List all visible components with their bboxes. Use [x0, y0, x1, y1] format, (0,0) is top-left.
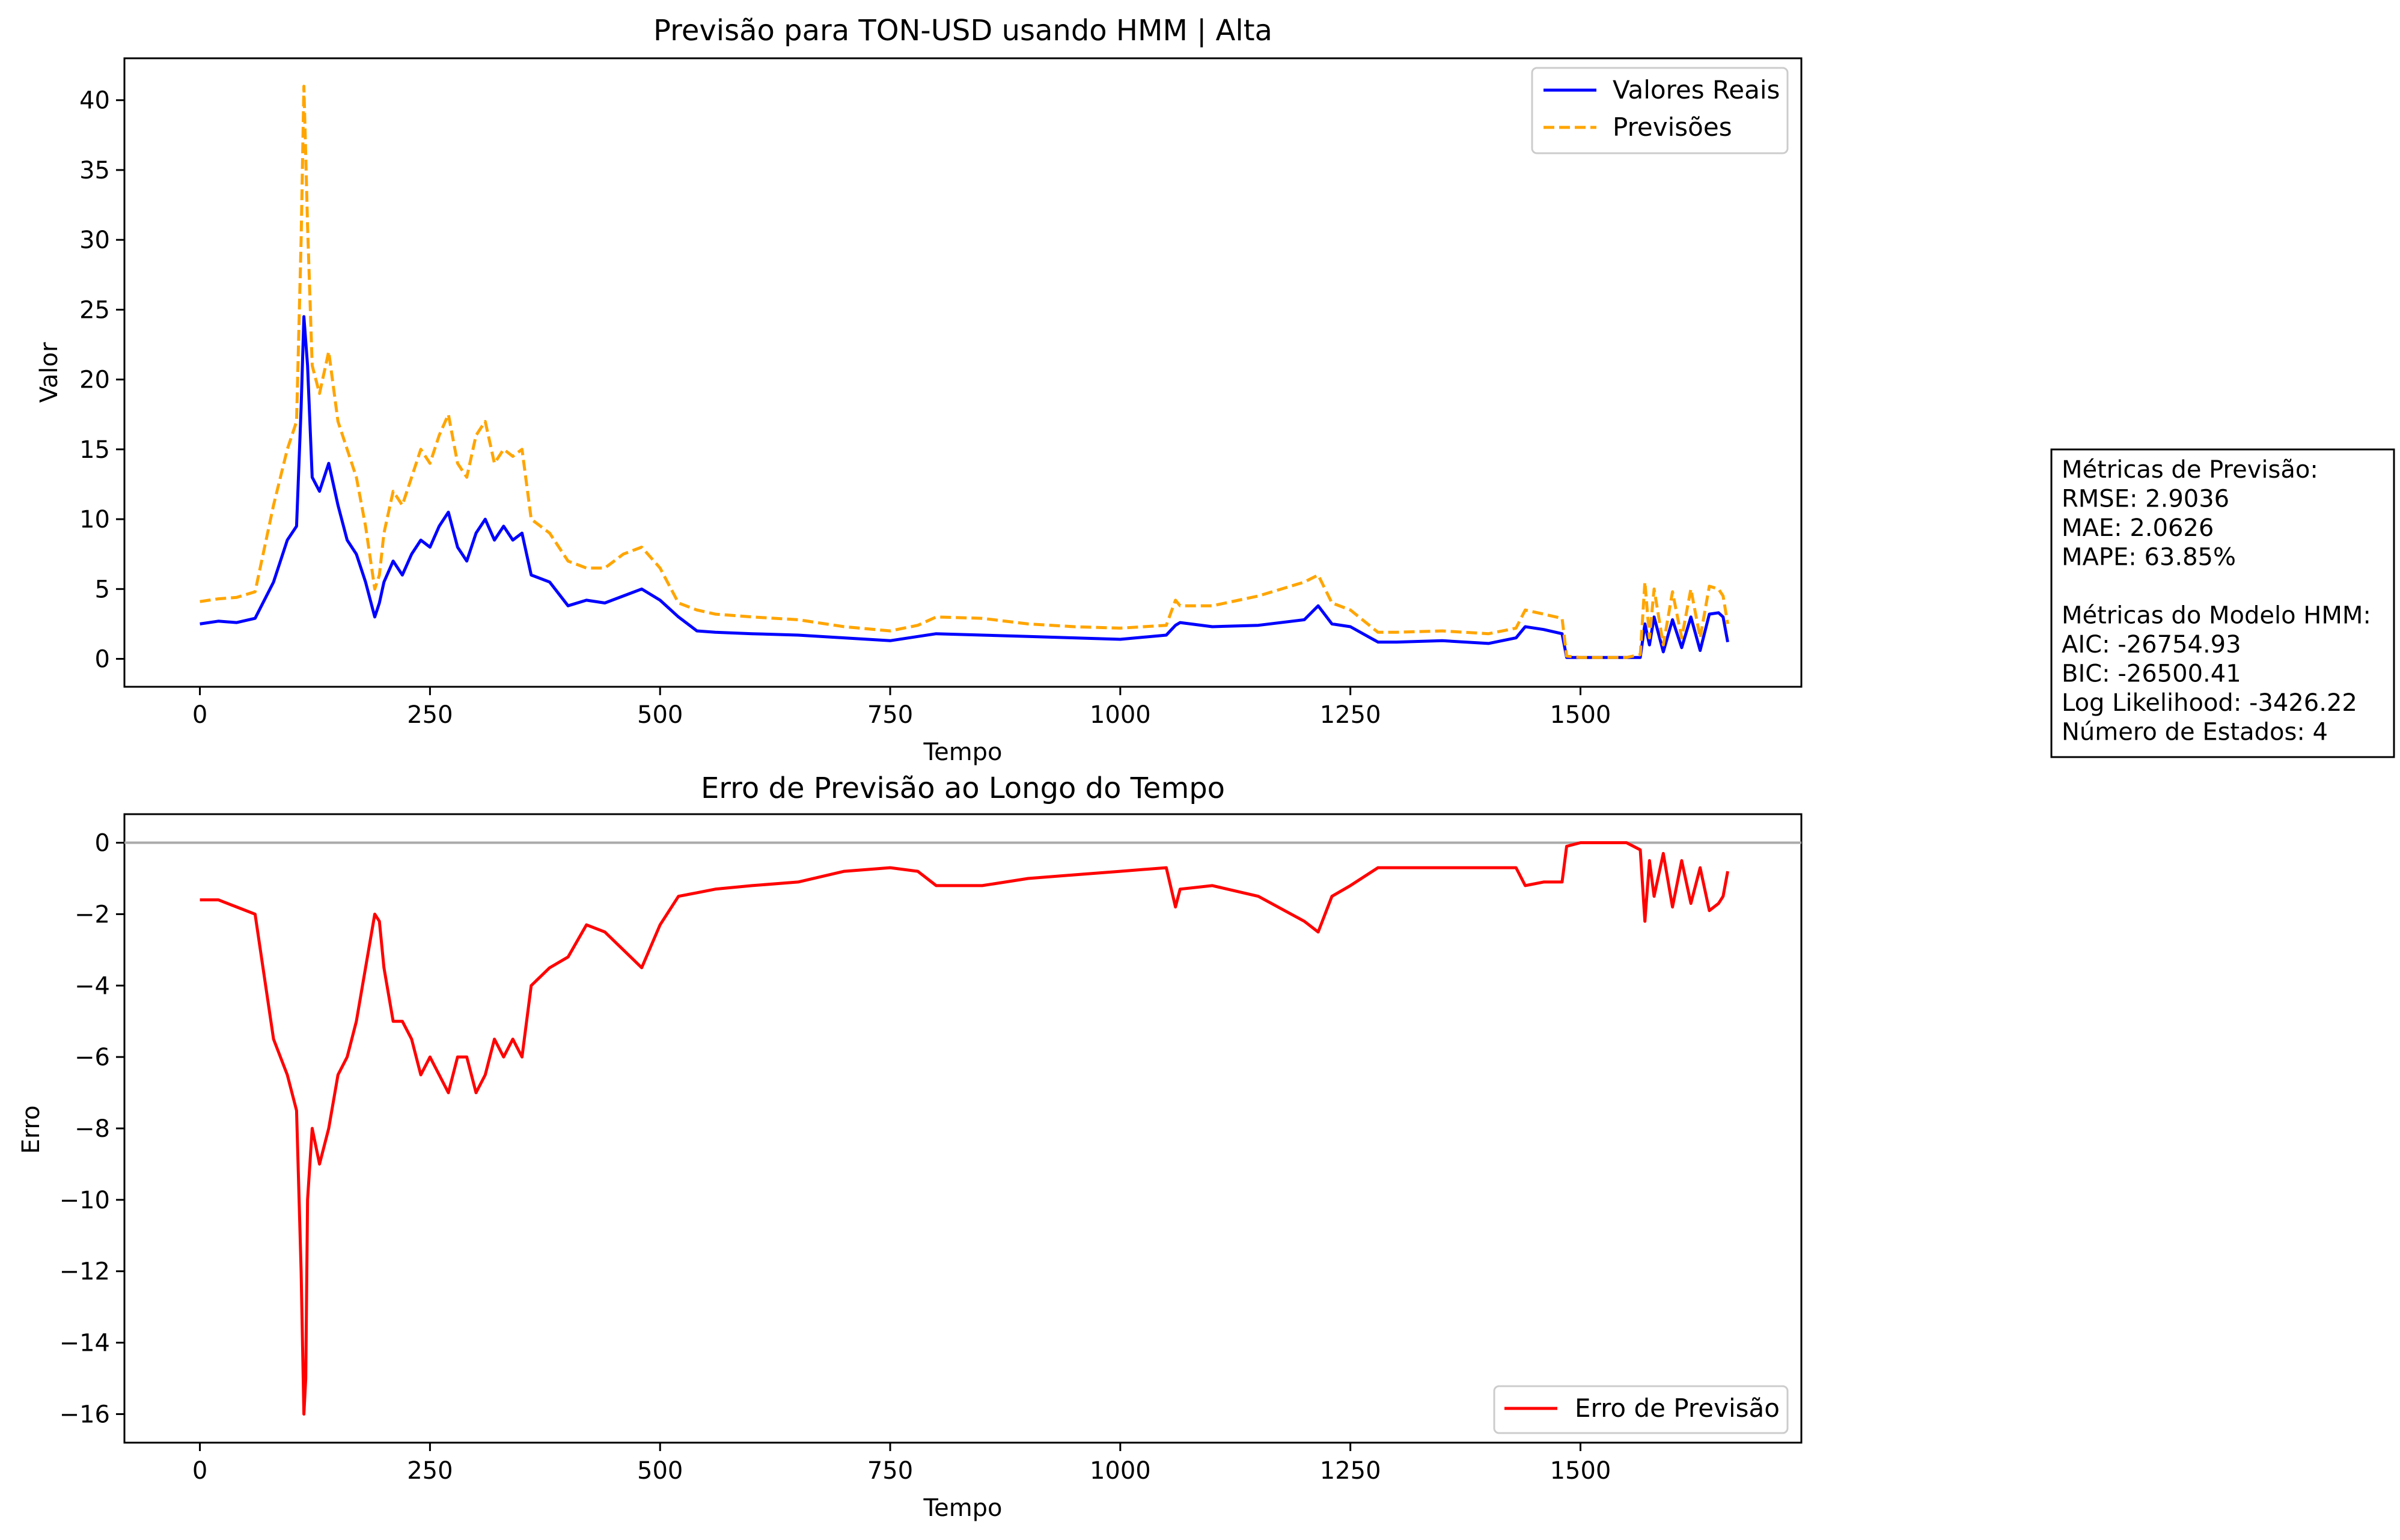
- y-tick-label: 10: [79, 506, 110, 534]
- error-x-ticks: 0 250 500 750 1000 1250 1500: [192, 1443, 1611, 1485]
- metrics-line: MAPE: 63.85%: [2062, 544, 2236, 571]
- y-tick-label: −2: [75, 901, 110, 928]
- metrics-line: RMSE: 2.9036: [2062, 485, 2229, 513]
- legend-actual-label: Valores Reais: [1613, 75, 1780, 105]
- y-tick-label: −8: [75, 1115, 110, 1143]
- metrics-line: BIC: -26500.41: [2062, 660, 2241, 688]
- x-tick-label: 750: [867, 1457, 913, 1485]
- forecast-chart-title: Previsão para TON-USD usando HMM | Alta: [653, 14, 1272, 47]
- y-tick-label: 0: [95, 646, 110, 674]
- error-plot-area: [123, 813, 1803, 1444]
- y-tick-label: 20: [79, 367, 110, 394]
- x-tick-label: 1500: [1550, 701, 1611, 729]
- metrics-line: Log Likelihood: -3426.22: [2062, 689, 2357, 717]
- y-tick-label: 0: [95, 830, 110, 857]
- x-tick-label: 1000: [1090, 1457, 1151, 1485]
- metrics-line: Métricas do Modelo HMM:: [2062, 602, 2371, 630]
- x-tick-label: 500: [637, 1457, 683, 1485]
- x-tick-label: 750: [867, 701, 913, 729]
- y-tick-label: −10: [60, 1187, 110, 1214]
- error-y-axis-label: Erro: [17, 1105, 45, 1154]
- y-tick-label: −16: [60, 1401, 110, 1428]
- error-chart-title: Erro de Previsão ao Longo do Tempo: [701, 772, 1225, 805]
- metrics-line: MAE: 2.0626: [2062, 514, 2214, 542]
- x-tick-label: 1500: [1550, 1457, 1611, 1485]
- x-tick-label: 1000: [1090, 701, 1151, 729]
- metrics-box-frame: [2050, 448, 2395, 758]
- forecast-series-lines: [200, 85, 1729, 659]
- error-x-axis-label: Tempo: [923, 1494, 1002, 1522]
- y-tick-label: 30: [79, 227, 110, 254]
- forecast-plot-area: [123, 57, 1803, 688]
- x-tick-label: 250: [407, 1457, 453, 1485]
- metrics-line: AIC: -26754.93: [2062, 631, 2241, 659]
- y-tick-label: 35: [79, 157, 110, 184]
- y-tick-label: 5: [95, 576, 110, 603]
- error-series-lines: [124, 841, 1801, 1416]
- series-line-erro-de-previsao: [200, 841, 1729, 1416]
- forecast-legend: Valores Reais Previsões: [1531, 67, 1789, 154]
- error-chart: Erro de Previsão ao Longo do Tempo 0 250 5…: [17, 772, 1803, 1522]
- forecast-x-axis-label: Tempo: [923, 738, 1002, 766]
- y-tick-label: 40: [79, 87, 110, 115]
- legend-forecast-label: Previsões: [1613, 112, 1732, 142]
- x-tick-label: 1250: [1320, 701, 1381, 729]
- x-tick-label: 250: [407, 701, 453, 729]
- series-line-previsoes: [200, 85, 1729, 659]
- forecast-y-axis-label: Valor: [35, 342, 63, 403]
- legend-error-label: Erro de Previsão: [1575, 1393, 1780, 1423]
- y-tick-label: −6: [75, 1044, 110, 1071]
- metrics-line: Métricas de Previsão:: [2062, 456, 2318, 484]
- x-tick-label: 1250: [1320, 1457, 1381, 1485]
- metrics-line: Número de Estados: 4: [2062, 719, 2328, 746]
- error-y-ticks: 0 −2 −4 −6 −8 −10 −12 −14 −16: [60, 830, 124, 1428]
- x-tick-label: 0: [192, 1457, 207, 1485]
- forecast-chart: Previsão para TON-USD usando HMM | Alta …: [35, 14, 1803, 766]
- forecast-y-ticks: 0 5 10 15 20 25 30 35 40: [79, 87, 124, 674]
- error-legend-box: [1493, 1385, 1789, 1434]
- y-tick-label: 25: [79, 296, 110, 324]
- y-tick-label: 15: [79, 436, 110, 464]
- y-tick-label: −14: [60, 1330, 110, 1357]
- forecast-x-ticks: 0 250 500 750 1000 1250 1500: [192, 687, 1611, 729]
- x-tick-label: 0: [192, 701, 207, 729]
- x-tick-label: 500: [637, 701, 683, 729]
- y-tick-label: −12: [60, 1258, 110, 1286]
- y-tick-label: −4: [75, 972, 110, 1000]
- error-legend: Erro de Previsão: [1493, 1385, 1789, 1434]
